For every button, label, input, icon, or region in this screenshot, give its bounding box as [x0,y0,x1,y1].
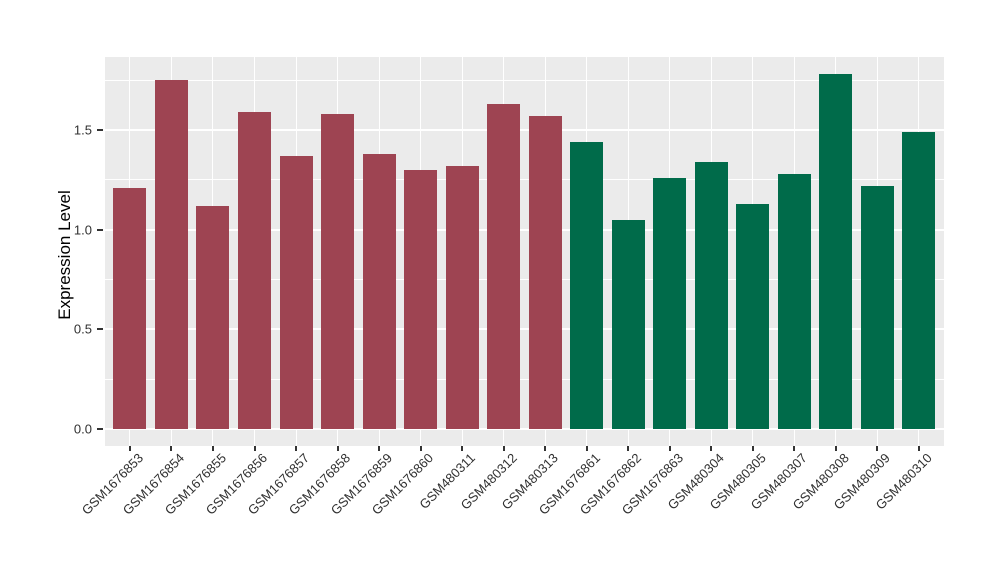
x-tick-mark [751,446,754,451]
bar-GSM1676854 [154,80,188,429]
bar-GSM1676862 [611,219,645,429]
bar-GSM1676853 [113,187,147,429]
bar-GSM1676861 [570,142,604,429]
bar-GSM480309 [860,185,894,429]
y-major-gridline [105,428,944,430]
bar-GSM480312 [487,104,521,429]
x-tick-mark [917,446,920,451]
bar-GSM1676863 [653,177,687,429]
bar-GSM1676856 [238,112,271,429]
bar-GSM480304 [694,161,728,429]
bar-GSM1676855 [196,205,230,429]
plot-panel [105,57,944,446]
x-tick-mark [710,446,713,451]
y-tick-label: 0.5 [73,321,92,337]
y-tick-mark [97,129,103,132]
y-tick-label: 1.0 [73,222,92,238]
y-minor-gridline [105,79,944,81]
x-tick-mark [627,446,630,451]
bar-GSM480311 [445,165,479,429]
y-tick-label: 0.0 [73,421,92,437]
bar-GSM1676857 [279,155,313,429]
y-tick-mark [97,328,103,331]
x-tick-mark [668,446,671,451]
bar-GSM1676858 [321,114,355,429]
x-tick-mark [378,446,381,451]
x-tick-mark [170,446,173,451]
y-tick-mark [97,428,103,430]
x-tick-mark [419,446,422,451]
y-minor-gridline [105,378,944,380]
x-tick-mark [876,446,879,451]
bar-GSM480308 [819,74,853,429]
x-tick-mark [336,446,339,451]
y-major-gridline [105,328,944,331]
x-tick-mark [834,446,837,451]
x-tick-mark [544,446,547,451]
x-tick-mark [461,446,464,451]
bar-GSM480310 [902,132,936,429]
y-minor-gridline [105,279,944,281]
x-tick-mark [128,446,131,451]
x-tick-mark [585,446,588,451]
y-axis-title: Expression Level [55,190,74,320]
bar-GSM480305 [736,203,770,429]
x-tick-mark [502,446,505,451]
x-tick-mark [253,446,256,451]
y-tick-mark [97,228,103,231]
x-tick-mark [211,446,214,451]
y-tick-label: 1.5 [73,122,92,138]
x-tick-mark [295,446,298,451]
bar-GSM480307 [777,173,811,429]
bar-GSM1676859 [362,153,396,429]
x-tick-mark [793,446,796,451]
bar-GSM480313 [528,116,562,429]
y-minor-gridline [105,179,944,181]
y-major-gridline [105,129,944,132]
y-major-gridline [105,228,944,231]
bar-GSM1676860 [404,169,438,429]
